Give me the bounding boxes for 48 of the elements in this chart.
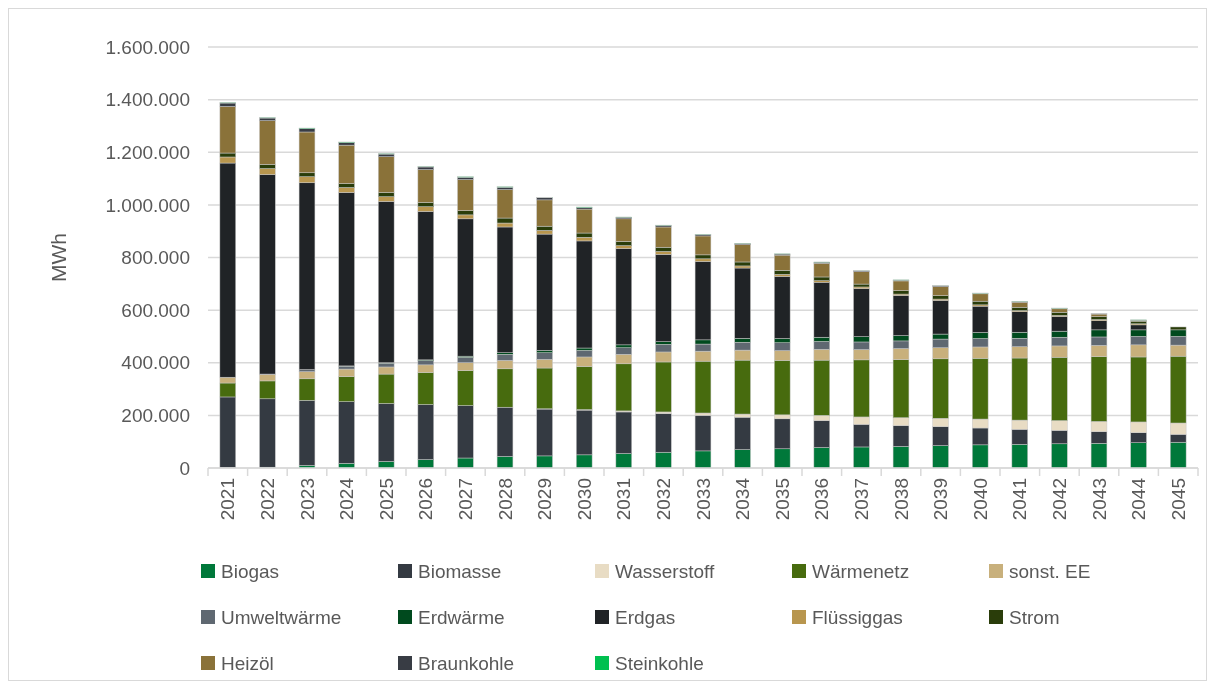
legend-label: Strom	[1009, 606, 1060, 628]
x-tick-label: 2041	[1009, 478, 1031, 521]
legend-label: Umweltwärme	[221, 606, 342, 628]
x-tick-label: 2035	[771, 478, 793, 521]
x-tick-label: 2027	[455, 478, 477, 521]
x-tick-label: 2040	[969, 478, 991, 521]
legend-label: Biogas	[221, 560, 280, 582]
y-tick-label: 1.600.000	[105, 36, 190, 58]
x-tick-label: 2044	[1128, 477, 1150, 521]
x-tick-label: 2039	[930, 478, 952, 521]
legend-label: Heizöl	[221, 652, 274, 674]
x-tick-label: 2037	[851, 478, 873, 521]
x-tick-label: 2042	[1049, 478, 1071, 521]
y-tick-label: 1.400.000	[105, 89, 190, 111]
y-tick-label: 1.200.000	[105, 141, 190, 163]
x-tick-label: 2036	[811, 478, 833, 521]
x-tick-label: 2032	[653, 478, 675, 521]
y-tick-label: 1.000.000	[105, 194, 190, 216]
legend-label: Steinkohle	[615, 652, 704, 674]
x-tick-label: 2028	[494, 478, 516, 521]
legend-label: Erdwärme	[418, 606, 505, 628]
x-tick-label: 2023	[296, 478, 318, 521]
y-axis-title: MWh	[47, 233, 70, 282]
legend-label: Wärmenetz	[812, 560, 910, 582]
x-tick-label: 2045	[1167, 478, 1189, 521]
legend-label: Braunkohle	[418, 652, 515, 674]
x-tick-label: 2031	[613, 478, 635, 521]
legend-label: sonst. EE	[1009, 560, 1091, 582]
legend-label: Biomasse	[418, 560, 502, 582]
x-tick-label: 2025	[375, 478, 397, 521]
x-tick-label: 2022	[257, 478, 279, 521]
y-tick-label: 800.000	[121, 247, 190, 269]
x-tick-label: 2024	[336, 477, 358, 521]
y-tick-label: 600.000	[121, 299, 190, 321]
legend-label: Flüssiggas	[812, 606, 903, 628]
x-tick-label: 2021	[217, 478, 239, 521]
x-tick-label: 2038	[890, 478, 912, 521]
y-tick-label: 0	[179, 457, 190, 479]
legend-label: Wasserstoff	[615, 560, 715, 582]
y-tick-label: 200.000	[121, 405, 190, 427]
x-tick-label: 2033	[692, 478, 714, 521]
x-tick-label: 2030	[573, 478, 595, 521]
legend-label: Erdgas	[615, 606, 676, 628]
x-tick-label: 2034	[732, 477, 754, 521]
x-tick-label: 2043	[1088, 478, 1110, 521]
x-tick-label: 2029	[534, 478, 556, 521]
y-tick-label: 400.000	[121, 352, 190, 374]
x-tick-label: 2026	[415, 478, 437, 521]
